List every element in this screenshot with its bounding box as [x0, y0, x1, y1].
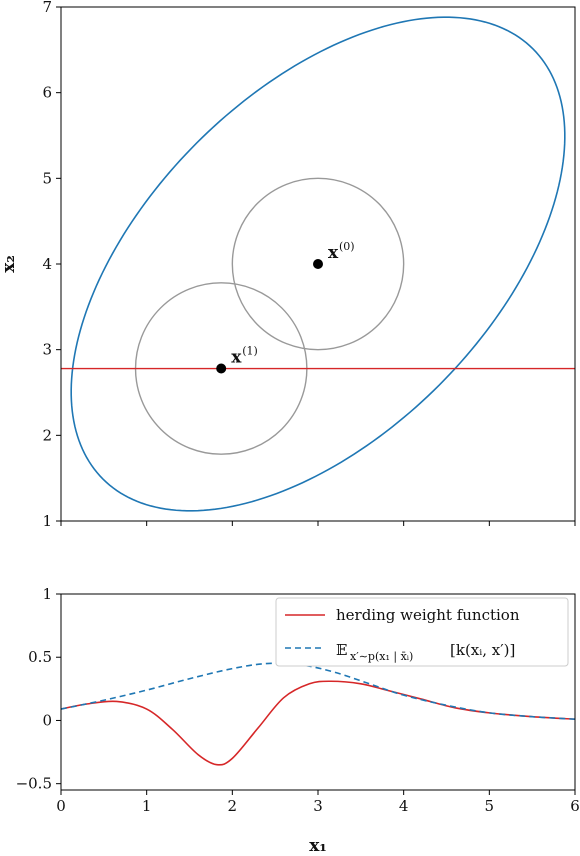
sample-point-label-0: x [328, 243, 339, 263]
top-plot-area [61, 16, 575, 512]
bottom-x-axis-label: x₁ [309, 836, 327, 856]
bottom-x-tick-label: 5 [485, 797, 495, 815]
top-y-tick-label: 4 [42, 255, 52, 273]
bottom-y-tick-label: 0.5 [28, 648, 52, 666]
sample-point-sup-1: (1) [242, 345, 258, 358]
bottom-x-tick-label: 1 [142, 797, 152, 815]
gaussian-ellipse [70, 16, 566, 512]
top-y-axis-label: x₂ [0, 255, 19, 273]
sample-point-label-1: x [231, 348, 242, 368]
top-y-tick-label: 1 [42, 512, 52, 530]
bottom-x-tick-label: 0 [56, 797, 66, 815]
top-y-tick-label: 3 [42, 341, 52, 359]
bottom-y-tick-label: 0 [42, 711, 52, 729]
kernel-circle-0 [231, 177, 405, 351]
top-y-tick-label: 6 [42, 84, 52, 102]
top-y-tick-label: 7 [42, 0, 52, 16]
series-line-1 [60, 662, 576, 720]
legend-label-1-rest: [k(xᵢ, x′)] [450, 641, 515, 659]
bottom-x-tick-label: 4 [399, 797, 409, 815]
bottom-x-tick-label: 6 [570, 797, 580, 815]
bottom-x-tick-label: 3 [313, 797, 323, 815]
legend-label-1-main: 𝔼 [336, 641, 347, 659]
top-y-tick-label: 2 [42, 426, 52, 444]
top-y-tick-label: 5 [42, 169, 52, 187]
sample-point-0 [313, 259, 323, 269]
legend-label-0: herding weight function [336, 606, 520, 624]
series-line-0 [60, 680, 576, 766]
sample-point-sup-0: (0) [339, 240, 355, 253]
legend-label-1-sub: x′∼p(x₁ | x̄ᵢ) [350, 650, 413, 664]
legend: herding weight function 𝔼 x′∼p(x₁ | x̄ᵢ) [k… [275, 597, 569, 667]
legend-box [275, 597, 569, 667]
sample-point-1 [216, 363, 227, 374]
bottom-x-tick-label: 2 [228, 797, 238, 815]
bottom-y-tick-label: 1 [42, 585, 52, 603]
bottom-y-tick-label: −0.5 [16, 775, 52, 793]
